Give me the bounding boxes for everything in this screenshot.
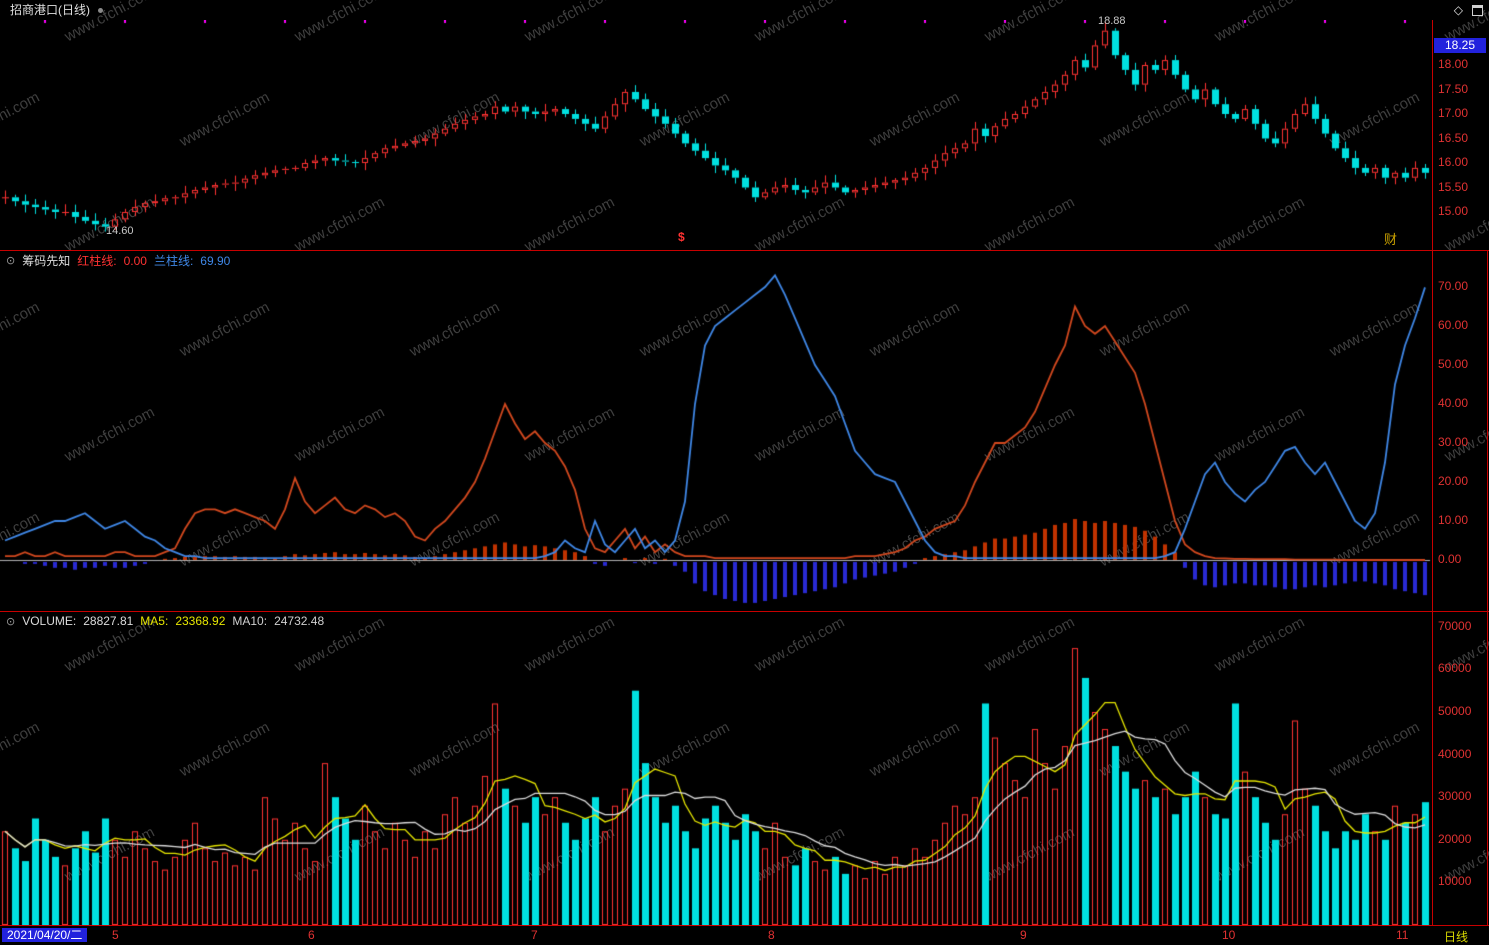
collapse-volume-icon[interactable]: ⊙ <box>6 615 16 628</box>
price-axis-label: 16.50 <box>1438 130 1469 145</box>
volume-panel-header: ⊙ VOLUME: 28827.81 MA5: 23368.92 MA10: 2… <box>6 614 324 628</box>
price-axis-label: 15.00 <box>1438 204 1469 218</box>
volume-axis-label: 20000 <box>1438 831 1472 846</box>
indicator-axis-label: 50.00 <box>1438 357 1469 371</box>
price-axis-label: 16.00 <box>1438 155 1469 169</box>
price-chart-canvas[interactable] <box>0 20 1432 250</box>
volume-axis-label: 40000 <box>1438 746 1472 761</box>
month-axis-label: 6 <box>308 928 315 942</box>
indicator-axis-label: 10.00 <box>1438 513 1469 527</box>
volume-chart-canvas[interactable] <box>0 612 1432 925</box>
status-bar: 2021/04/20/二 日线 5 6 7 8 9 10 11 <box>0 925 1489 944</box>
volume-axis-label: 60000 <box>1438 661 1472 676</box>
volume-axis-label: 30000 <box>1438 789 1472 804</box>
ma5-value: 23368.92 <box>175 614 226 628</box>
indicator-name: 筹码先知 <box>22 254 71 268</box>
axis-border-line <box>1432 20 1433 925</box>
dollar-marker: $ <box>678 230 685 244</box>
period-label: 日线 <box>1444 930 1469 944</box>
panel-divider <box>0 250 1489 251</box>
panel-divider <box>0 611 1489 612</box>
volume-label: VOLUME: <box>22 614 77 628</box>
indicator-axis-label: 70.00 <box>1438 279 1469 293</box>
title-marker-icon <box>98 8 103 14</box>
blue-line-label: 兰柱线: <box>153 254 194 268</box>
low-price-annotation: 14.60 <box>106 225 134 237</box>
ma10-value: 24732.48 <box>274 614 325 628</box>
indicator-axis-label: 40.00 <box>1438 396 1469 410</box>
red-line-label: 红柱线: <box>77 254 117 268</box>
diamond-icon[interactable]: ◇ <box>1453 3 1463 17</box>
red-line-value: 0.00 <box>123 253 147 268</box>
collapse-indicator-icon[interactable]: ⊙ <box>6 255 16 267</box>
watermark-text: www.cfchi.com <box>1441 193 1489 256</box>
title-bar: 招商港口(日线) ◇ <box>0 0 1489 20</box>
price-axis-label: 18.00 <box>1438 57 1469 71</box>
month-axis-label: 9 <box>1020 928 1027 942</box>
price-axis-label: 17.50 <box>1438 81 1469 96</box>
indicator-chart-canvas[interactable] <box>0 250 1432 612</box>
month-axis-label: 11 <box>1396 928 1409 942</box>
volume-value: 28827.81 <box>83 614 134 628</box>
volume-axis-label: 50000 <box>1438 704 1472 718</box>
ma10-label: MA10: <box>232 614 268 628</box>
price-axis-label: 15.50 <box>1438 179 1469 194</box>
indicator-axis-label: 60.00 <box>1438 318 1469 332</box>
month-axis-label: 8 <box>768 928 775 942</box>
month-axis-label: 7 <box>531 928 538 942</box>
cai-logo-marker: 财 <box>1384 232 1398 247</box>
indicator-panel-header: ⊙ 筹码先知 红柱线: 0.00 兰柱线: 69.90 <box>6 252 230 269</box>
indicator-axis-label: 20.00 <box>1438 474 1469 488</box>
restore-window-icon[interactable] <box>1472 4 1483 16</box>
window-title: 招商港口(日线) <box>10 3 90 17</box>
volume-axis-label: 10000 <box>1438 874 1472 889</box>
last-price-badge: 18.25 <box>1434 38 1486 53</box>
month-axis-label: 5 <box>112 928 119 942</box>
volume-axis-label: 70000 <box>1438 618 1472 633</box>
month-axis-label: 10 <box>1222 928 1236 942</box>
high-price-annotation: 18.88 <box>1098 15 1126 27</box>
indicator-axis-label: 30.00 <box>1438 435 1469 449</box>
blue-line-value: 69.90 <box>200 253 231 268</box>
price-axis-label: 17.00 <box>1438 106 1469 120</box>
date-display: 2021/04/20/二 <box>2 928 88 942</box>
right-edge-border <box>1487 250 1488 925</box>
ma5-label: MA5: <box>140 614 169 628</box>
indicator-axis-label: 0.00 <box>1438 552 1462 566</box>
